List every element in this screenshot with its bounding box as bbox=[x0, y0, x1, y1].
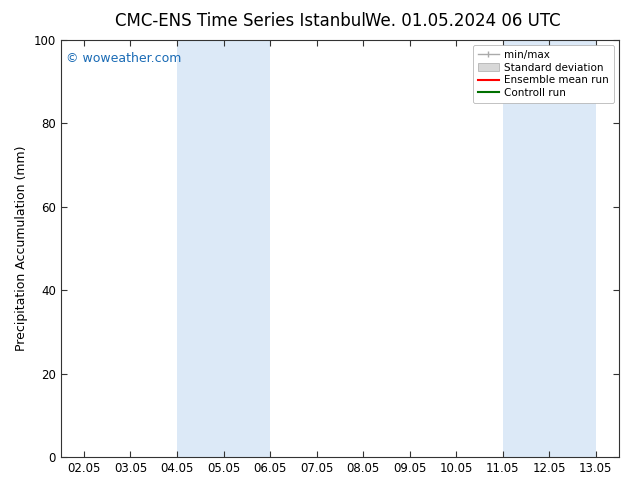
Text: We. 01.05.2024 06 UTC: We. 01.05.2024 06 UTC bbox=[365, 12, 560, 30]
Text: CMC-ENS Time Series Istanbul: CMC-ENS Time Series Istanbul bbox=[115, 12, 366, 30]
Bar bbox=[503, 40, 596, 457]
Bar bbox=[177, 40, 270, 457]
Legend: min/max, Standard deviation, Ensemble mean run, Controll run: min/max, Standard deviation, Ensemble me… bbox=[472, 45, 614, 103]
Y-axis label: Precipitation Accumulation (mm): Precipitation Accumulation (mm) bbox=[15, 146, 28, 351]
Text: © woweather.com: © woweather.com bbox=[66, 52, 181, 65]
